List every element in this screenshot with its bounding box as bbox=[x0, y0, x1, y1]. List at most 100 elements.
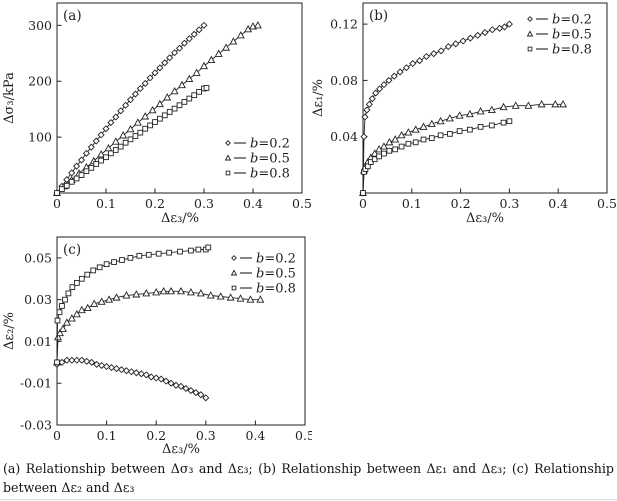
y-axis-label: Δσ₃/kPa bbox=[2, 72, 17, 124]
diamond-marker bbox=[180, 39, 188, 47]
diamond-marker bbox=[108, 364, 116, 372]
chart-b-svg: 0 0.1 0.2 0.3 0.4 0.5 0.04 0.08 0.12 b=0.2b=0.5b=… bbox=[311, 2, 617, 226]
diamond-marker bbox=[380, 81, 388, 89]
series-line bbox=[362, 120, 510, 194]
triangle-marker bbox=[391, 135, 400, 143]
square-marker bbox=[188, 247, 194, 254]
diamond-marker bbox=[452, 40, 460, 48]
square-marker bbox=[54, 317, 61, 324]
square-marker bbox=[376, 153, 382, 160]
diamond-marker bbox=[88, 358, 96, 366]
square-marker bbox=[405, 140, 412, 147]
triangle-marker bbox=[253, 21, 262, 29]
square-marker bbox=[181, 99, 188, 105]
square-marker bbox=[506, 118, 513, 125]
square-marker bbox=[69, 284, 76, 290]
diamond-marker bbox=[390, 72, 398, 80]
svg-text:0.08: 0.08 bbox=[330, 73, 358, 88]
diamond-marker bbox=[172, 381, 180, 389]
diamond-marker bbox=[152, 374, 160, 382]
svg-text:200: 200 bbox=[28, 74, 52, 89]
square-marker bbox=[166, 249, 172, 256]
triangle-marker bbox=[379, 142, 388, 150]
svg-text:0: 0 bbox=[53, 196, 61, 211]
square-marker bbox=[98, 157, 104, 164]
square-marker bbox=[477, 124, 484, 130]
square-marker bbox=[161, 112, 168, 119]
diamond-marker bbox=[197, 391, 205, 399]
diamond-marker bbox=[132, 369, 140, 377]
triangle-marker bbox=[229, 37, 238, 45]
diamond-marker bbox=[225, 140, 231, 146]
triangle-marker bbox=[177, 286, 185, 295]
diamond-marker bbox=[195, 26, 203, 34]
svg-text:0.1: 0.1 bbox=[97, 428, 117, 443]
triangle-marker bbox=[185, 74, 194, 82]
diamond-marker bbox=[162, 377, 170, 385]
square-marker bbox=[122, 139, 129, 146]
square-marker bbox=[65, 290, 72, 297]
svg-text:0.4: 0.4 bbox=[245, 428, 265, 443]
square-marker bbox=[381, 150, 387, 157]
caption-line-1: (a) Relationship between Δσ₃ and Δε₃; (b… bbox=[3, 461, 614, 476]
square-marker bbox=[171, 105, 178, 112]
svg-text:0.5: 0.5 bbox=[597, 196, 617, 211]
square-marker bbox=[360, 190, 366, 196]
square-marker bbox=[155, 250, 162, 257]
triangle-marker bbox=[97, 150, 106, 158]
square-marker bbox=[78, 275, 85, 282]
square-marker bbox=[420, 136, 427, 143]
diamond-marker bbox=[368, 95, 376, 103]
diamond-marker bbox=[231, 255, 237, 261]
diamond-marker bbox=[117, 107, 125, 115]
triangle-marker bbox=[256, 295, 265, 303]
square-marker bbox=[112, 147, 119, 153]
triangle-marker bbox=[155, 99, 164, 108]
series-b-0.2 bbox=[53, 356, 210, 402]
triangle-marker bbox=[465, 109, 474, 118]
square-marker bbox=[365, 163, 371, 170]
diamond-marker bbox=[372, 89, 380, 97]
x-axis: 0 0.1 0.2 0.3 0.4 0.5 bbox=[53, 188, 312, 211]
diamond-marker bbox=[87, 143, 95, 151]
legend-label: b=0.8 bbox=[256, 282, 296, 297]
diamond-marker bbox=[488, 26, 496, 34]
triangle-marker bbox=[141, 112, 150, 120]
diamond-marker bbox=[376, 85, 384, 93]
legend-label: b=0.5 bbox=[552, 28, 592, 43]
triangle-marker bbox=[214, 49, 223, 57]
diamond-marker bbox=[142, 371, 150, 379]
diamond-marker bbox=[141, 79, 149, 88]
square-marker bbox=[166, 109, 173, 115]
legend-label: b=0.8 bbox=[552, 43, 592, 58]
triangle-marker bbox=[427, 119, 436, 128]
diamond-marker bbox=[126, 96, 135, 104]
diamond-marker bbox=[117, 366, 126, 374]
triangle-marker bbox=[411, 125, 420, 133]
diamond-marker bbox=[177, 382, 185, 390]
svg-text:0: 0 bbox=[53, 428, 61, 443]
triangle-marker bbox=[90, 299, 99, 307]
svg-text:100: 100 bbox=[28, 130, 52, 145]
triangle-marker bbox=[55, 328, 64, 337]
svg-text:0.01: 0.01 bbox=[24, 334, 52, 349]
diamond-marker bbox=[361, 113, 369, 121]
square-marker bbox=[203, 85, 210, 91]
diamond-marker bbox=[402, 64, 410, 72]
svg-text:0.2: 0.2 bbox=[145, 196, 165, 211]
legend: b=0.2b=0.5b=0.8 bbox=[230, 252, 296, 297]
svg-text:0.1: 0.1 bbox=[402, 196, 422, 211]
triangle-marker bbox=[119, 131, 128, 139]
y-axis: -0.03 -0.01 0.01 0.03 0.05 bbox=[20, 250, 62, 433]
figure-caption: (a) Relationship between Δσ₃ and Δε₃; (b… bbox=[3, 459, 614, 497]
x-axis-label: Δε₃/% bbox=[162, 442, 200, 457]
plot-frame bbox=[362, 2, 608, 194]
series-line bbox=[362, 23, 510, 194]
diamond-marker bbox=[68, 356, 76, 364]
square-marker bbox=[103, 154, 109, 161]
triangle-marker bbox=[142, 289, 151, 297]
y-axis-label: Δε₁/% bbox=[312, 79, 326, 117]
bottom-rule bbox=[0, 499, 617, 500]
triangle-marker bbox=[67, 314, 76, 322]
svg-text:-0.01: -0.01 bbox=[20, 376, 52, 391]
